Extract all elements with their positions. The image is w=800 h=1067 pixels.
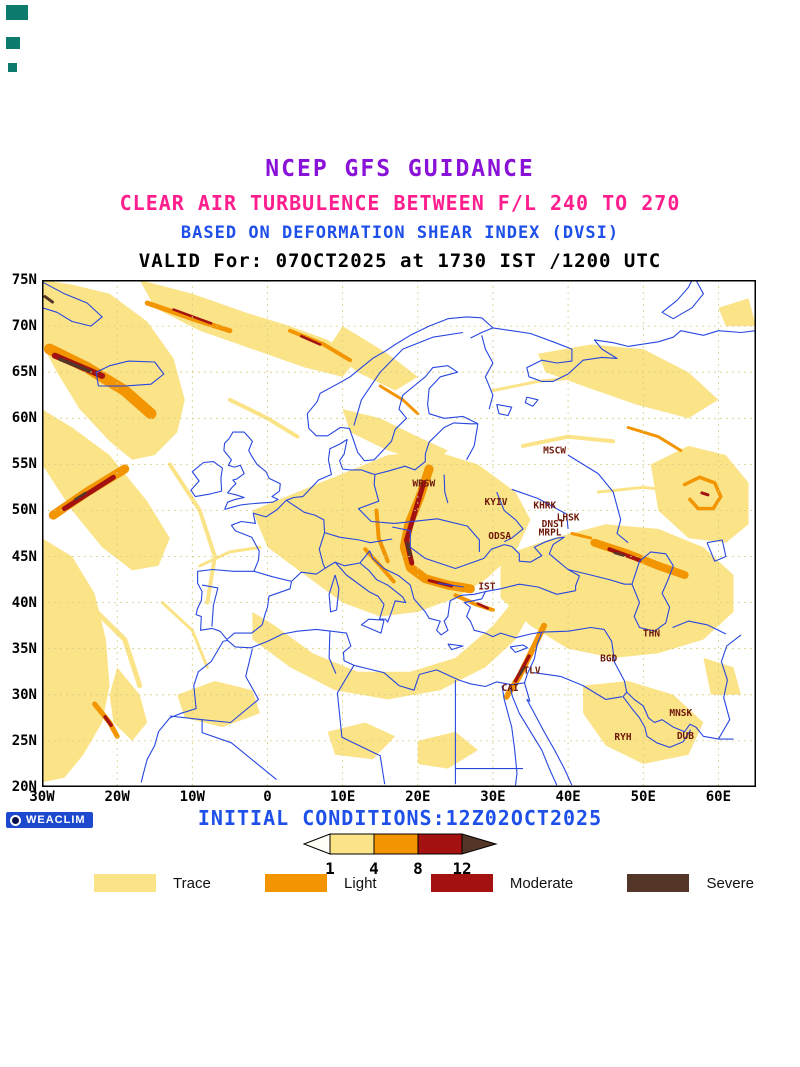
y-axis-tick-label: 60N [11, 410, 37, 427]
initial-conditions-text: INITIAL CONDITIONS:12Z02OCT2025 [197, 806, 603, 830]
colorbar-left-arrow [302, 833, 331, 855]
title-line-3: BASED ON DEFORMATION SHEAR INDEX (DVSI) [180, 223, 620, 243]
x-axis-tick-label: 20E [405, 789, 431, 805]
y-axis-tick-label: 70N [11, 318, 37, 335]
x-axis-tick-label: 50E [630, 789, 656, 805]
x-axis-tick-label: 10E [329, 789, 356, 805]
legend-swatch [94, 874, 156, 892]
y-axis-tick-label: 55N [11, 456, 37, 473]
legend-label: Light [344, 874, 377, 892]
colorbar-tick-label: 1 [325, 859, 335, 878]
y-axis-tick-label: 25N [11, 732, 37, 749]
legend: Trace Light Moderate Severe [0, 874, 800, 892]
legend-label: Moderate [509, 874, 574, 892]
colorbar-right-arrow [461, 833, 498, 855]
map-border [42, 280, 756, 787]
colorbar-tick-label: 8 [413, 859, 423, 878]
colorbar-segment [329, 833, 375, 855]
svg-text:TLV: TLV [523, 666, 540, 677]
title-line-4: VALID For: 07OCT2025 at 1730 IST /1200 U… [138, 250, 662, 272]
legend-item: Light [265, 874, 377, 892]
map-area: 75N 70N 65N 60N 55N 50N 45N 40N 35N 30N 25N 20N MSC… [12, 272, 756, 805]
title-line-1: NCEP GFS GUIDANCE [265, 156, 535, 182]
svg-text:DUB: DUB [677, 731, 694, 742]
legend-swatch [265, 874, 328, 892]
y-axis-tick-label: 40N [11, 594, 37, 611]
y-axis-tick-label: 30N [11, 686, 37, 703]
grid-lines [42, 280, 756, 787]
turbulence-shading [42, 280, 756, 783]
svg-text:LHSK: LHSK [557, 513, 580, 524]
colorbar: 1 4 8 12 [0, 832, 800, 886]
svg-text:DNST: DNST [542, 519, 565, 530]
decor-square-1 [6, 5, 28, 20]
svg-text:KHRK: KHRK [533, 501, 556, 512]
legend-item: Trace [94, 874, 211, 892]
svg-text:KYIV: KYIV [485, 497, 508, 508]
x-axis-labels: 30W 20W 10W 0 10E 20E 30E 40E 50E 60E [29, 786, 756, 806]
legend-label: Trace [173, 874, 211, 892]
colorbar-svg: 1 4 8 12 [302, 833, 498, 878]
decor-square-2 [6, 37, 20, 49]
legend-item: Severe [627, 874, 754, 892]
svg-text:CAI: CAI [502, 683, 519, 694]
y-axis-tick-label: 20N [11, 779, 37, 795]
title-line-2: CLEAR AIR TURBULENCE BETWEEN F/L 240 TO … [119, 191, 681, 215]
weaclim-circle-icon [10, 814, 21, 826]
colorbar-tick-label: 12 [452, 859, 471, 878]
svg-text:ODSA: ODSA [488, 531, 511, 542]
y-axis-tick-label: 35N [11, 640, 37, 657]
chart-header: NCEP GFS GUIDANCE CLEAR AIR TURBULENCE B… [0, 156, 800, 272]
svg-text:MRPL: MRPL [539, 527, 562, 538]
legend-swatch [627, 874, 690, 892]
x-axis-tick-label: 30E [480, 789, 506, 805]
svg-text:MNSK: MNSK [669, 708, 692, 719]
y-axis-labels: 75N 70N 65N 60N 55N 50N 45N 40N 35N 30N 25N 20N [2, 272, 40, 795]
colorbar-tick-label: 4 [369, 859, 379, 878]
svg-text:RYH: RYH [614, 732, 631, 743]
svg-text:WRSW: WRSW [412, 479, 435, 490]
svg-text:THN: THN [643, 629, 660, 640]
x-axis-tick-label: 20W [104, 789, 130, 805]
x-axis-tick-label: 40E [555, 789, 581, 805]
x-axis-tick-label: 60E [705, 789, 732, 805]
x-axis-tick-label: 10W [179, 789, 205, 805]
legend-swatch [430, 874, 493, 892]
y-axis-tick-label: 65N [11, 364, 37, 381]
weaclim-logo-label: WEACLIM [26, 814, 86, 826]
weaclim-logo: WEACLIM [6, 812, 93, 828]
svg-text:MSCW: MSCW [543, 445, 566, 456]
y-axis-tick-label: 75N [11, 272, 37, 288]
legend-label: Severe [706, 874, 754, 892]
decor-square-3 [8, 63, 17, 72]
colorbar-segment [417, 833, 463, 855]
legend-item: Moderate [430, 874, 574, 892]
x-axis-tick-label: 30W [29, 789, 55, 805]
svg-text:BGD: BGD [600, 654, 617, 665]
svg-text:IST: IST [478, 582, 495, 593]
y-axis-tick-label: 50N [11, 502, 37, 519]
coastlines [42, 280, 756, 786]
colorbar-segment [373, 833, 419, 855]
y-axis-tick-label: 45N [11, 548, 37, 565]
x-axis-tick-label: 0 [263, 789, 272, 805]
